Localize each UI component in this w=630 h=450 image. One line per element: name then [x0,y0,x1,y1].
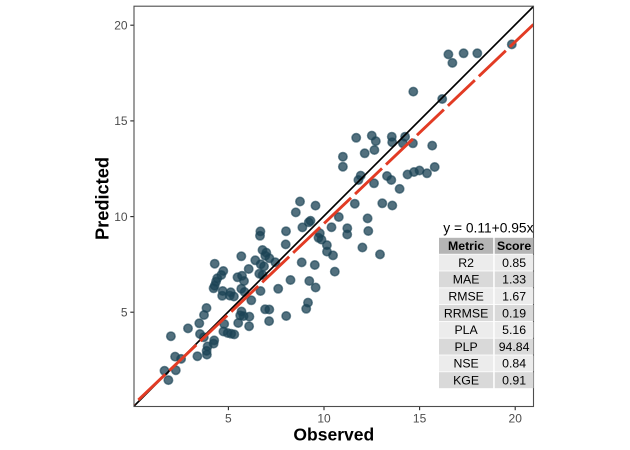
svg-text:y = 0.11+0.95x: y = 0.11+0.95x [443,220,533,235]
svg-text:0.19: 0.19 [502,306,526,320]
svg-text:Predicted: Predicted [93,157,113,240]
svg-text:1.33: 1.33 [502,273,526,287]
svg-text:Score: Score [497,239,531,253]
svg-text:20: 20 [509,411,523,425]
svg-text:PLA: PLA [454,323,478,337]
svg-text:RRMSE: RRMSE [444,306,488,320]
svg-text:Metric: Metric [448,239,484,253]
svg-text:5: 5 [225,411,232,425]
svg-text:KGE: KGE [453,374,479,388]
svg-text:NSE: NSE [453,357,478,371]
svg-text:10: 10 [317,411,331,425]
svg-text:RMSE: RMSE [448,290,484,304]
svg-text:20: 20 [114,19,128,33]
svg-text:1.67: 1.67 [502,290,526,304]
svg-text:5: 5 [121,306,128,320]
svg-text:94.84: 94.84 [499,340,530,354]
svg-text:R2: R2 [458,256,474,270]
svg-text:10: 10 [114,210,128,224]
svg-text:15: 15 [114,114,128,128]
svg-text:Observed: Observed [293,425,374,445]
svg-text:15: 15 [413,411,427,425]
svg-text:0.84: 0.84 [502,357,526,371]
svg-text:5.16: 5.16 [502,323,526,337]
svg-text:PLP: PLP [454,340,477,354]
svg-text:MAE: MAE [453,273,480,287]
svg-text:0.91: 0.91 [502,374,526,388]
svg-text:0.85: 0.85 [502,256,526,270]
